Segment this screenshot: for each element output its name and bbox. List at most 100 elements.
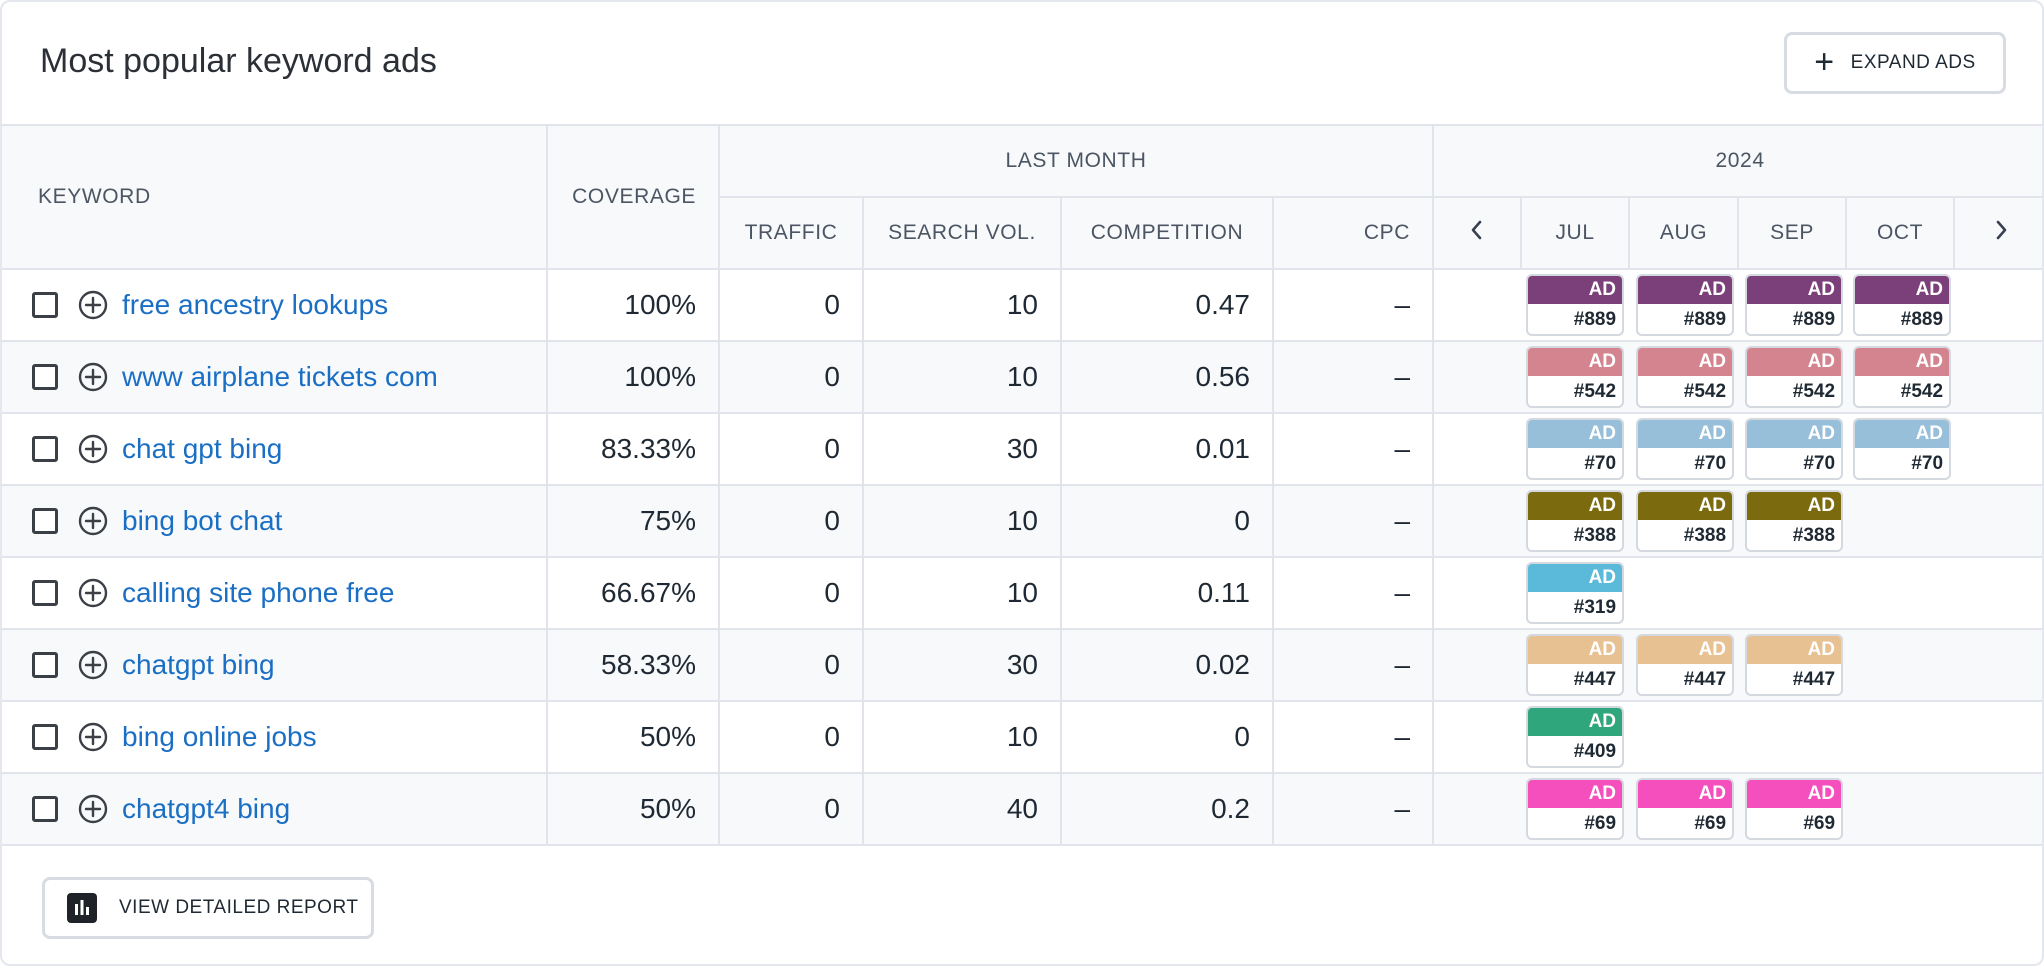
ad-id: #319 xyxy=(1573,597,1617,618)
ad-badge[interactable]: AD #319 xyxy=(1526,562,1625,624)
plus-circle-icon[interactable] xyxy=(78,506,108,536)
coverage-cell: 83.33% xyxy=(546,412,720,486)
card-title: Most popular keyword ads xyxy=(40,42,437,80)
ad-label: AD xyxy=(1528,420,1623,448)
ad-badge[interactable]: AD #69 xyxy=(1745,778,1844,840)
ad-badge[interactable]: AD #70 xyxy=(1636,418,1735,480)
ad-badge[interactable]: AD #447 xyxy=(1636,634,1735,696)
ad-badge[interactable]: AD #70 xyxy=(1526,418,1625,480)
chevron-left-icon xyxy=(1471,220,1482,240)
keyword-cell: calling site phone free xyxy=(2,556,548,630)
plus-circle-icon[interactable] xyxy=(78,434,108,464)
ad-badge[interactable]: AD #447 xyxy=(1745,634,1844,696)
ad-badge[interactable]: AD #70 xyxy=(1745,418,1844,480)
keyword-link[interactable]: chat gpt bing xyxy=(122,433,283,464)
row-checkbox[interactable] xyxy=(32,652,58,678)
competition-cell: 0.47 xyxy=(1060,268,1274,342)
plus-circle-icon[interactable] xyxy=(78,650,108,680)
ad-badge[interactable]: AD #388 xyxy=(1745,490,1844,552)
competition-cell: 0.11 xyxy=(1060,556,1274,630)
ad-badge[interactable]: AD #889 xyxy=(1853,274,1952,336)
ad-badge[interactable]: AD #542 xyxy=(1745,346,1844,408)
chevron-right-icon xyxy=(1996,220,2006,240)
row-checkbox[interactable] xyxy=(32,580,58,606)
cpc-cell: – xyxy=(1271,772,1435,846)
row-checkbox[interactable] xyxy=(32,292,58,318)
table-row: chatgpt bing 58.33% 0 30 0.02– AD #447 AD #447 AD… xyxy=(2,628,2042,702)
column-header-cpc[interactable]: CPC xyxy=(1271,196,1435,270)
row-checkbox[interactable] xyxy=(32,724,58,750)
column-header-search-vol[interactable]: SEARCH VOL. xyxy=(862,196,1062,270)
traffic-cell: 0 xyxy=(718,700,864,774)
column-header-coverage[interactable]: COVERAGE xyxy=(546,124,720,270)
traffic-cell: 0 xyxy=(718,340,864,414)
competition-cell: 0.56 xyxy=(1060,340,1274,414)
ad-label: AD xyxy=(1638,780,1733,808)
search-vol-cell: 40 xyxy=(862,772,1062,846)
cpc-cell: – xyxy=(1271,340,1435,414)
ad-id: #409 xyxy=(1573,741,1617,762)
ad-id: #388 xyxy=(1792,525,1836,546)
column-header-keyword[interactable]: KEYWORD xyxy=(2,124,548,270)
keyword-link[interactable]: chatgpt bing xyxy=(122,649,275,680)
plus-circle-icon[interactable] xyxy=(78,722,108,752)
keyword-link[interactable]: bing online jobs xyxy=(122,721,317,752)
traffic-cell: 0 xyxy=(718,772,864,846)
cpc-cell: – xyxy=(1271,484,1435,558)
prev-month-button[interactable] xyxy=(1432,196,1523,270)
keyword-link[interactable]: chatgpt4 bing xyxy=(122,793,291,824)
plus-circle-icon[interactable] xyxy=(78,362,108,392)
ad-badge[interactable]: AD #542 xyxy=(1526,346,1625,408)
coverage-cell: 100% xyxy=(546,268,720,342)
table-row: free ancestry lookups 100% 0 10 0.47– AD #889 A… xyxy=(2,268,2042,342)
ad-id: #889 xyxy=(1792,309,1836,330)
ad-badge[interactable]: AD #889 xyxy=(1526,274,1625,336)
ad-badge[interactable]: AD #409 xyxy=(1526,706,1625,768)
ad-badge[interactable]: AD #889 xyxy=(1745,274,1844,336)
ad-label: AD xyxy=(1747,636,1842,664)
ad-id: #542 xyxy=(1900,381,1944,402)
keyword-link[interactable]: calling site phone free xyxy=(122,577,395,608)
ad-badge[interactable]: AD #542 xyxy=(1853,346,1952,408)
ad-label: AD xyxy=(1638,492,1733,520)
row-checkbox[interactable] xyxy=(32,364,58,390)
ad-badge[interactable]: AD #388 xyxy=(1636,490,1735,552)
traffic-cell: 0 xyxy=(718,628,864,702)
column-header-competition[interactable]: COMPETITION xyxy=(1060,196,1274,270)
next-month-button[interactable] xyxy=(1953,196,2042,270)
ad-badge[interactable]: AD #70 xyxy=(1853,418,1952,480)
plus-circle-icon[interactable] xyxy=(78,794,108,824)
ads-timeline-cell: AD #319 xyxy=(1432,556,2042,630)
plus-circle-icon[interactable] xyxy=(78,578,108,608)
column-header-traffic[interactable]: TRAFFIC xyxy=(719,196,864,270)
traffic-cell: 0 xyxy=(718,412,864,486)
keyword-link[interactable]: www airplane tickets com xyxy=(122,361,438,392)
search-vol-cell: 30 xyxy=(862,628,1062,702)
expand-ads-button[interactable]: + EXPAND ADS xyxy=(1784,32,2006,94)
ad-badge[interactable]: AD #69 xyxy=(1526,778,1625,840)
table-row: bing bot chat 75% 0 10 0– AD #388 AD #388 AD #388 xyxy=(2,484,2042,558)
ad-badge[interactable]: AD #69 xyxy=(1636,778,1735,840)
keyword-link[interactable]: bing bot chat xyxy=(122,505,283,536)
ad-id: #542 xyxy=(1683,381,1727,402)
row-checkbox[interactable] xyxy=(32,796,58,822)
view-detailed-report-button[interactable]: VIEW DETAILED REPORT xyxy=(42,877,374,939)
ad-badge[interactable]: AD #447 xyxy=(1526,634,1625,696)
ad-id: #69 xyxy=(1584,813,1617,834)
row-checkbox[interactable] xyxy=(32,508,58,534)
row-checkbox[interactable] xyxy=(32,436,58,462)
ad-id: #447 xyxy=(1683,669,1727,690)
ad-badge[interactable]: AD #388 xyxy=(1526,490,1625,552)
keyword-link[interactable]: free ancestry lookups xyxy=(122,289,389,320)
plus-circle-icon[interactable] xyxy=(78,290,108,320)
ads-timeline-cell: AD #409 xyxy=(1432,700,2042,774)
ad-badge[interactable]: AD #542 xyxy=(1636,346,1735,408)
search-vol-cell: 30 xyxy=(862,412,1062,486)
ad-badge[interactable]: AD #889 xyxy=(1636,274,1735,336)
cpc-cell: – xyxy=(1271,412,1435,486)
ad-label: AD xyxy=(1855,276,1950,304)
keyword-ads-table: KEYWORD COVERAGE LAST MONTH 2024 TRAFFIC… xyxy=(2,124,2042,846)
traffic-cell: 0 xyxy=(718,556,864,630)
coverage-cell: 75% xyxy=(546,484,720,558)
